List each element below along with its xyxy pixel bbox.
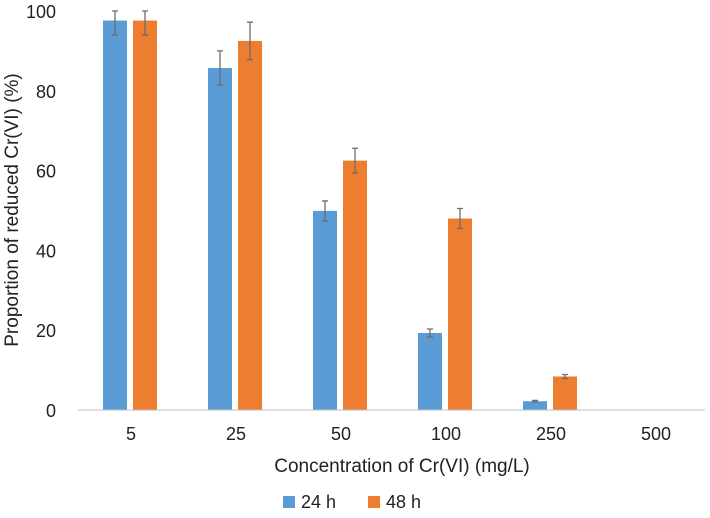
x-tick-label: 500 (641, 424, 671, 444)
legend: 24 h 48 h (283, 492, 421, 512)
legend-label-48h: 48 h (386, 492, 421, 512)
y-tick-label: 100 (26, 2, 56, 22)
x-tick-label: 50 (331, 424, 351, 444)
x-tick-label: 100 (431, 424, 461, 444)
legend-swatch-48h (368, 496, 380, 508)
bar (418, 332, 442, 410)
error-bar (427, 328, 433, 338)
error-bar (217, 50, 223, 86)
legend-swatch-24h (283, 496, 295, 508)
bar (523, 401, 547, 410)
error-bar (247, 21, 253, 61)
legend-label-24h: 24 h (301, 492, 336, 512)
y-tick-label: 40 (36, 241, 56, 261)
y-tick-label: 0 (46, 401, 56, 421)
y-axis-label: Proportion of reduced Cr(VI) (%) (2, 73, 23, 347)
bar (553, 376, 577, 410)
x-tick-label: 5 (126, 424, 136, 444)
y-tick-label: 20 (36, 321, 56, 341)
bar (448, 218, 472, 410)
error-bar (457, 207, 463, 230)
bar (133, 20, 157, 411)
bar (343, 160, 367, 410)
bar (313, 210, 337, 410)
x-axis-label: Concentration of Cr(VI) (mg/L) (274, 456, 530, 477)
error-bar (142, 10, 148, 36)
error-bar (562, 373, 568, 380)
bar (103, 20, 127, 411)
error-bar (352, 147, 358, 174)
bar (208, 68, 232, 410)
error-bar (532, 399, 538, 403)
x-tick-label: 250 (536, 424, 566, 444)
bar (238, 40, 262, 411)
error-bar (322, 200, 328, 222)
x-tick-label: 25 (226, 424, 246, 444)
error-bar (112, 10, 118, 36)
y-tick-label: 60 (36, 162, 56, 182)
y-tick-label: 80 (36, 82, 56, 102)
